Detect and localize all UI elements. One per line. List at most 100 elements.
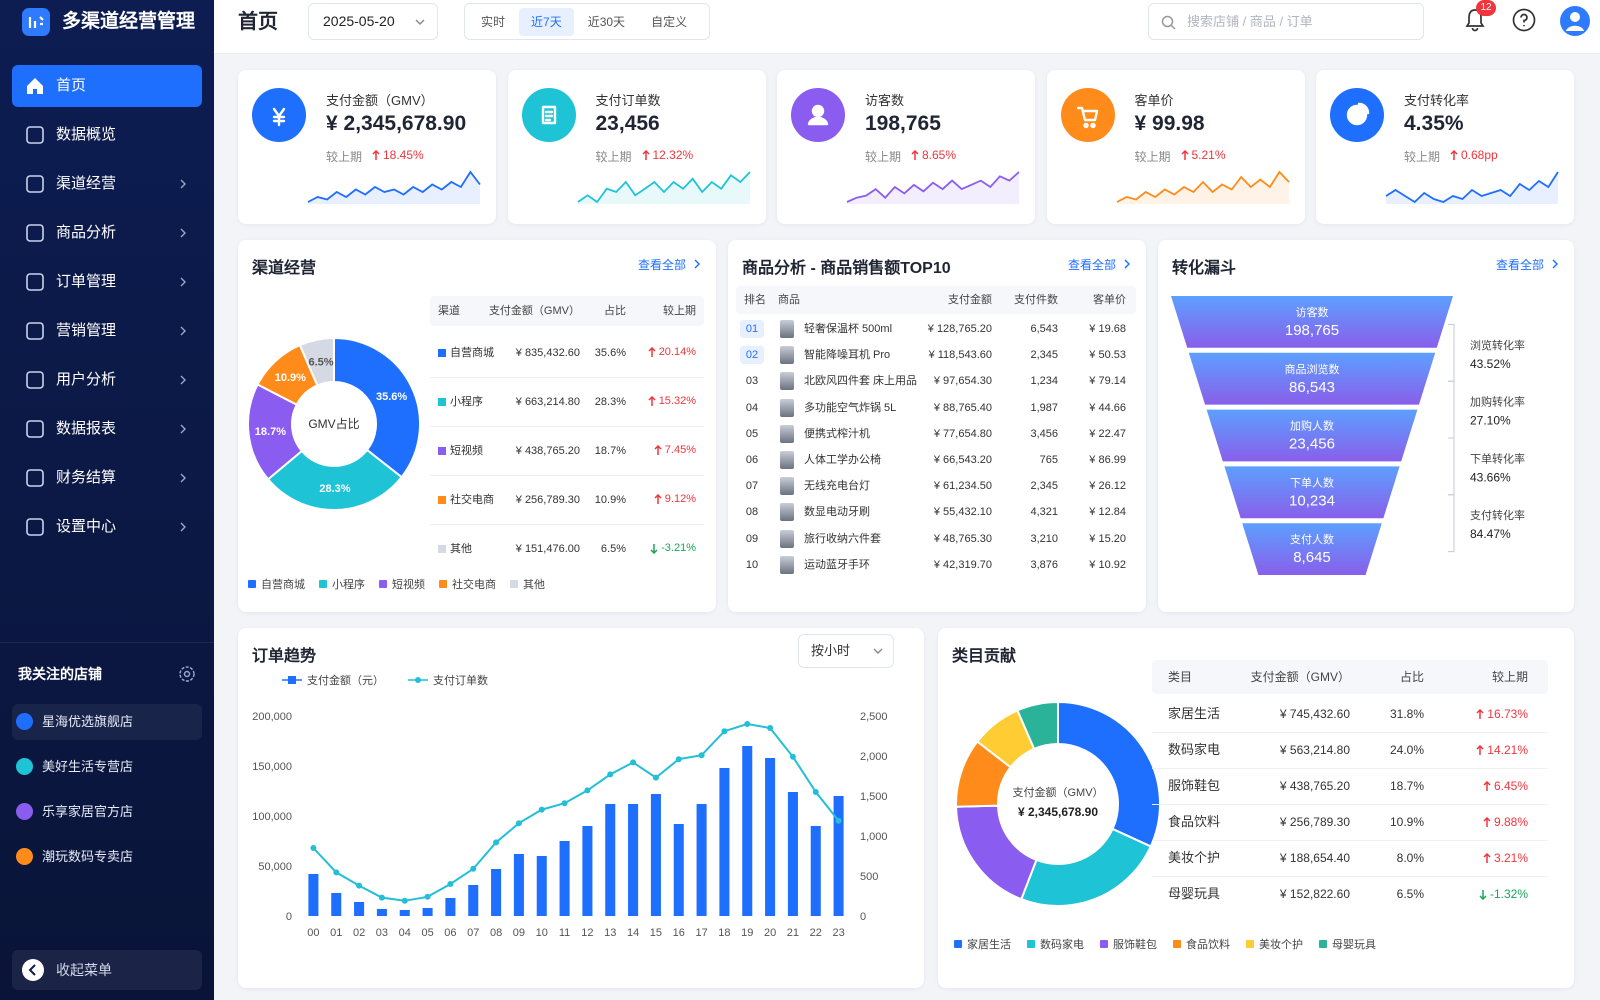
y-tick-label: 150,000: [252, 761, 292, 773]
menu-label: 数据报表: [56, 420, 117, 437]
user-avatar[interactable]: [1560, 6, 1590, 36]
shop-item[interactable]: 乐享家居官方店: [12, 794, 202, 830]
x-tick-label: 13: [604, 927, 616, 939]
view-all-link[interactable]: 查看全部: [1067, 258, 1116, 272]
change-value: 14.21%: [1487, 743, 1528, 757]
menu-item[interactable]: 首页: [12, 65, 202, 107]
date-picker[interactable]: 2025-05-20: [308, 3, 438, 40]
change-arrow: [1483, 816, 1491, 827]
change-indicator: 18.45%: [372, 148, 424, 162]
menu-label: 订单管理: [56, 273, 117, 290]
change-arrow: [1476, 708, 1484, 719]
icon-glyph: [807, 104, 829, 126]
range-tab[interactable]: 近30天: [587, 14, 626, 29]
kpi-compare-label: 较上期: [1134, 150, 1171, 164]
x-tick-label: 15: [650, 927, 662, 939]
menu-item[interactable]: 财务结算: [12, 457, 202, 499]
x-tick-label: 07: [467, 927, 479, 939]
cell: 食品饮料: [1168, 814, 1221, 829]
collapse-label: 收起菜单: [56, 962, 112, 978]
change-arrow: [650, 543, 658, 554]
cell: ¥ 97,654.30: [933, 375, 992, 388]
legend-item: 家居生活: [954, 936, 1011, 952]
bar: [399, 910, 410, 916]
view-all-link[interactable]: 查看全部: [1495, 258, 1544, 272]
period-select[interactable]: 按小时: [798, 634, 894, 668]
shop-item[interactable]: 星海优选旗舰店: [12, 704, 202, 740]
menu-item[interactable]: 数据报表: [12, 408, 202, 450]
rate-bracket: [1448, 323, 1455, 382]
shop-item[interactable]: 潮玩数码专卖店: [12, 839, 202, 875]
header: 首页 2025-05-20 实时 近7天 近30天 自定义 搜索店铺 / 商品 / 订单 12: [214, 0, 1600, 54]
product-thumb: [780, 320, 794, 338]
column-header: 客单价: [1093, 294, 1126, 306]
icon-shape: [26, 420, 44, 438]
x-tick-label: 00: [307, 927, 319, 939]
legend: 自营商城 小程序 短视频 社交电商 其他: [248, 576, 545, 592]
legend-item: 小程序: [319, 576, 365, 592]
menu-icon: [27, 78, 43, 94]
kpi-icon: [252, 88, 306, 142]
bar: [468, 885, 479, 916]
arrow: [1476, 744, 1484, 755]
cell: ¥ 188,654.40: [1279, 851, 1350, 865]
cell: 18.7%: [594, 445, 626, 457]
range-tab[interactable]: 自定义: [651, 14, 688, 29]
search-box[interactable]: 搜索店铺 / 商品 / 订单: [1148, 3, 1424, 40]
bar: [354, 902, 365, 916]
menu-item[interactable]: 用户分析: [12, 359, 202, 401]
cell: ¥ 438,765.20: [515, 445, 580, 457]
stage-value: 23,456: [1289, 436, 1335, 453]
change-value: 3.21%: [1493, 851, 1528, 865]
rate-label: 支付转化率: [1470, 508, 1525, 522]
kpi-label: 客单价: [1134, 93, 1174, 108]
rank: 02: [740, 346, 764, 365]
menu-item[interactable]: 渠道经营: [12, 163, 202, 205]
change-value: 8.65%: [922, 148, 957, 162]
cell: 6.5%: [600, 543, 626, 555]
range-tab[interactable]: 近7天: [519, 7, 574, 36]
change-arrow: [1479, 889, 1487, 900]
avatar-body: [1566, 25, 1584, 31]
kpi-card: 支付转化率 4.35% 较上期 0.68pp: [1316, 70, 1574, 224]
category-table: 类目 支付金额（GMV） 占比 较上期 家居生活 ¥ 745,432.60 31.8% 16.…: [1152, 660, 1548, 916]
kpi-card: 支付订单数 23,456 较上期 12.32%: [507, 70, 766, 224]
arrow: [1483, 816, 1491, 827]
avatar-head: [1570, 12, 1580, 22]
product-thumb: [780, 346, 794, 365]
product-thumb: [780, 398, 794, 417]
collapse-menu[interactable]: 收起菜单: [12, 950, 202, 990]
kpi-compare-label: 较上期: [326, 150, 363, 164]
menu-item[interactable]: 商品分析: [12, 212, 202, 254]
help-icon[interactable]: [1512, 8, 1536, 32]
chevron: [180, 277, 186, 287]
table-header-bg: [430, 296, 704, 326]
channel-swatch: [438, 545, 446, 553]
column-header: 占比: [604, 305, 626, 317]
shop-item[interactable]: 美好生活专营店: [12, 749, 202, 785]
channel-donut: 35.6% 28.3% 18.7% 10.9%6.5% GMV占比: [247, 336, 421, 511]
arrow: [648, 346, 656, 357]
line-point: [470, 865, 477, 872]
menu-item[interactable]: 设置中心: [12, 506, 202, 548]
donut-label: 6.5%: [308, 356, 333, 368]
bar: [810, 826, 821, 916]
donut-label: 18.7%: [255, 426, 286, 438]
menu-item[interactable]: 营销管理: [12, 310, 202, 352]
view-all-link[interactable]: 查看全部: [637, 258, 686, 272]
shop-dot: [16, 758, 33, 775]
legend-item: 食品饮料: [1173, 936, 1230, 952]
range-tab[interactable]: 实时: [481, 14, 506, 29]
card-title: 渠道经营: [252, 260, 317, 277]
cell: 1,234: [1030, 375, 1058, 388]
change-arrow: [911, 149, 919, 160]
legend-label: 美妆个护: [1259, 939, 1303, 951]
chevron-icon: [1552, 259, 1558, 269]
legend: 支付金额（元） 支付订单数: [282, 672, 488, 688]
kpi-label: 支付金额（GMV）: [326, 93, 434, 108]
legend-label: 支付金额（元）: [307, 675, 384, 687]
cell: ¥ 12.84: [1089, 506, 1126, 519]
cell: 母婴玩具: [1168, 886, 1221, 901]
menu-item[interactable]: 订单管理: [12, 261, 202, 303]
menu-item[interactable]: 数据概览: [12, 114, 202, 156]
